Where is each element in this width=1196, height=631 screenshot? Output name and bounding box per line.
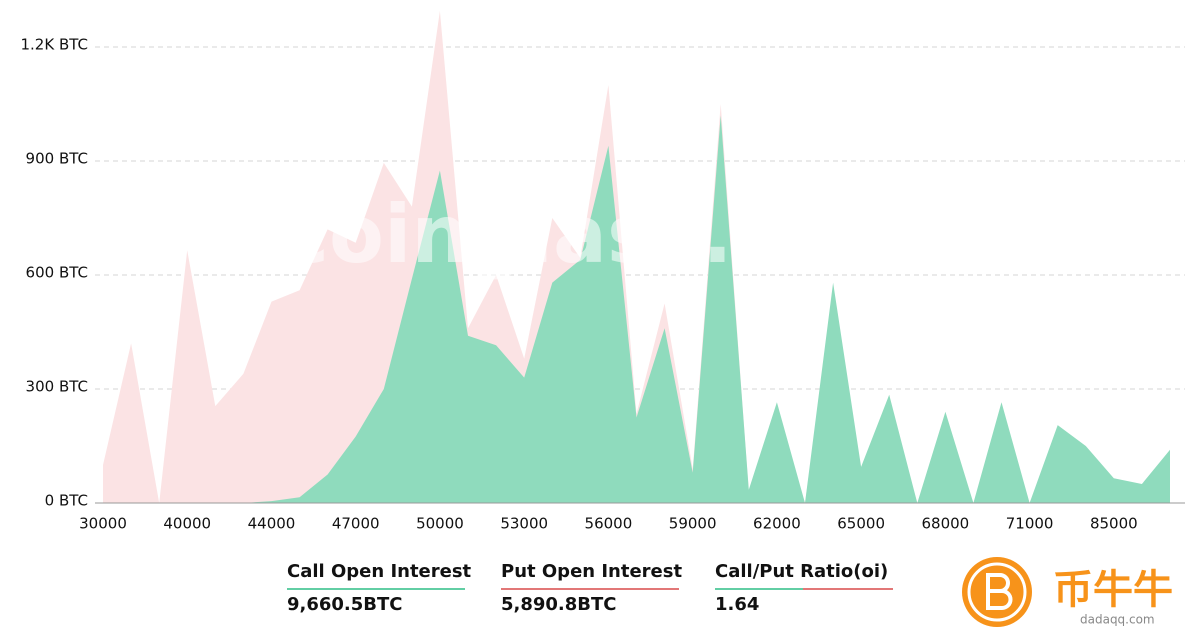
watermark: coinglass.com [282, 188, 919, 281]
y-tick-label: 600 BTC [26, 264, 88, 282]
labels: 0 BTC 300 BTC 600 BTC 900 BTC 1.2K BTC 30000 4… [20, 36, 1137, 533]
x-tick-label: 65000 [837, 515, 885, 533]
x-tick-label: 59000 [669, 515, 717, 533]
stat-label: Call/Put Ratio(oi) [715, 561, 888, 582]
y-tick-label: 300 BTC [26, 378, 88, 396]
x-tick-label: 47000 [332, 515, 380, 533]
x-tick-label: 40000 [163, 515, 211, 533]
x-tick-label: 85000 [1090, 515, 1138, 533]
x-tick-label: 50000 [416, 515, 464, 533]
logo-name: 币牛牛 [1053, 567, 1173, 613]
logo-ring [967, 562, 1027, 622]
y-tick-label: 0 BTC [45, 492, 88, 510]
stat-label: Put Open Interest [501, 561, 682, 582]
x-tick-label: 71000 [1006, 515, 1054, 533]
stat-label: Call Open Interest [287, 561, 472, 582]
x-tick-label: 30000 [79, 515, 127, 533]
x-tick-label: 62000 [753, 515, 801, 533]
stat-value: 1.64 [715, 594, 759, 615]
logo: 币牛牛 dadaqq.com [962, 557, 1173, 627]
y-tick-label: 900 BTC [26, 150, 88, 168]
x-tick-label: 53000 [500, 515, 548, 533]
logo-site: dadaqq.com [1080, 613, 1155, 627]
stat-value: 9,660.5BTC [287, 594, 403, 615]
x-tick-label: 44000 [248, 515, 296, 533]
logo-b [986, 573, 1013, 610]
y-tick-label: 1.2K BTC [20, 36, 88, 54]
x-tick-label: 68000 [922, 515, 970, 533]
areas [103, 10, 1170, 504]
area [103, 115, 1170, 504]
stat-value: 5,890.8BTC [501, 594, 617, 615]
area [103, 10, 1170, 504]
x-tick-label: 56000 [585, 515, 633, 533]
